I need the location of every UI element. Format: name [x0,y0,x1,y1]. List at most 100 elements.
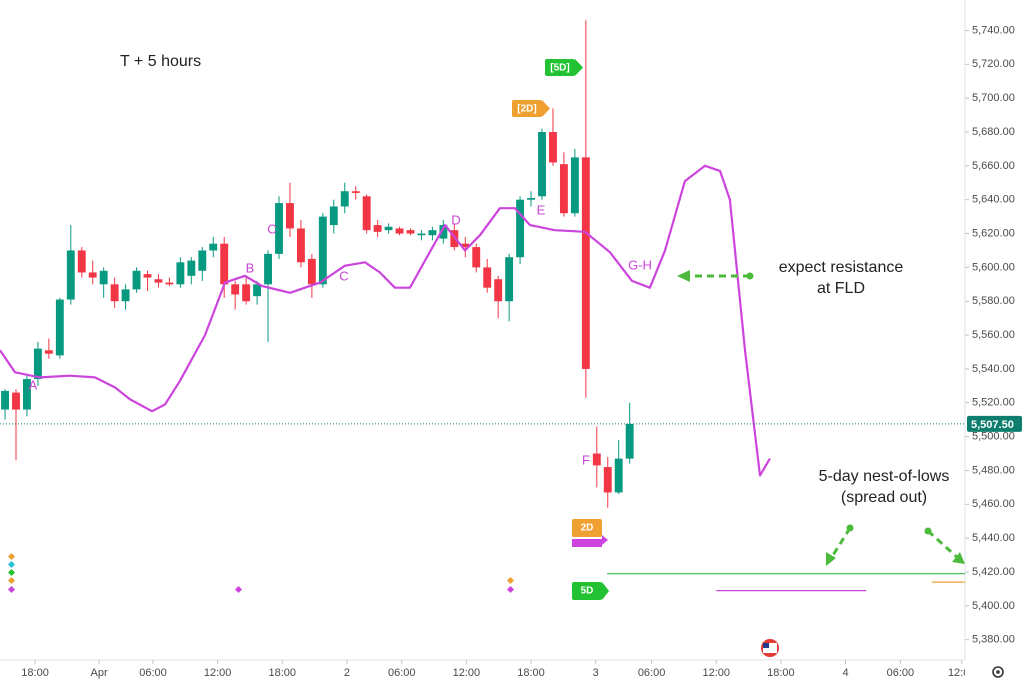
candle-body [527,198,535,200]
cycle-label: F [582,452,590,467]
tag [572,582,602,600]
y-tick-label: 5,720.00 [972,58,1015,70]
candle-body [417,233,426,236]
candle-body [187,260,196,276]
candle-body [165,282,174,285]
annotation: T + 5 hours [120,53,201,70]
candle-body [176,262,185,285]
candle-body [286,203,294,229]
candle-body [559,164,568,214]
candle-body [198,250,207,271]
candle-body [231,284,240,295]
candle-body [362,196,371,231]
candle-body [55,299,64,356]
candle-body [307,258,316,285]
candle-body [220,243,229,285]
x-tick-label: 12:00 [702,667,730,679]
candle-body [77,250,86,273]
candle-body [505,257,514,302]
candle-body [614,458,623,493]
price-axis-bg [965,0,1024,682]
tag [512,100,542,117]
x-tick-label: 06:00 [638,667,666,679]
candle-body [581,157,590,369]
candle-body [12,392,20,410]
candle-body [373,225,382,232]
candle-body [603,467,612,493]
last-price-label: 5,507.50 [971,419,1014,431]
x-tick-label: 06:00 [887,667,915,679]
candle-body [66,250,75,300]
candle-body [88,272,97,278]
candle-body [625,423,634,459]
y-tick-label: 5,400.00 [972,600,1015,612]
candle-body [483,267,492,288]
annotation: expect resistance [779,259,904,276]
fld-line [0,164,771,477]
annotation: at FLD [817,280,865,297]
tag-label: [2D] [517,104,536,115]
candle-body [121,289,130,302]
x-tick-label: 12:00 [204,667,232,679]
candle-body [406,230,415,234]
plot: 18:00 Apr 06:00 12:00 18:00 2 06:00 12:00 18:00 3… [0,20,976,679]
annotation: 5-day nest-of-lows [819,468,950,485]
candle-body [154,279,163,283]
candle-body [1,390,9,410]
candle-body [428,230,437,236]
x-tick-label: 2 [344,667,350,679]
candle-body [296,228,305,263]
tag-bar [572,539,602,547]
y-tick-label: 5,500.00 [972,431,1015,443]
cycle-label: D [451,212,460,227]
y-tick-label: 5,440.00 [972,532,1015,544]
cycle-label: E [537,202,546,217]
axes: 5,380.00 5,400.00 5,420.00 5,440.00 5,460.00… [34,24,1022,664]
candle-body [99,270,108,285]
candle-body [395,228,404,234]
candle-body [329,206,338,226]
arrows [690,274,960,561]
x-tick-label: 12:00 [948,667,976,679]
candle-body [592,453,601,466]
x-tick-label: 18:00 [269,667,297,679]
candle-body [570,157,579,214]
annotation: (spread out) [841,489,927,506]
candle-body [472,247,481,268]
cycle-label: C [339,268,348,283]
candle-body [264,253,272,285]
x-tick-label: 06:00 [388,667,416,679]
cycle-label: A [29,377,38,392]
flag-icon [761,639,779,657]
x-tick-label: Apr [91,667,108,679]
y-tick-label: 5,580.00 [972,295,1015,307]
x-tick-label: 12:00 [453,667,481,679]
cycle-label: C [267,221,276,236]
candle-body [275,203,283,254]
y-tick-label: 5,460.00 [972,498,1015,510]
arrow-heads [677,270,965,566]
y-tick-label: 5,420.00 [972,566,1015,578]
tag-arrow [602,582,609,600]
candle-body [143,274,152,278]
x-tick-label: 18:00 [21,667,49,679]
last-price-box [967,415,1022,432]
y-tick-label: 5,520.00 [972,397,1015,409]
candle-body [538,132,546,197]
tag-label: 2D [581,523,594,534]
y-tick-label: 5,540.00 [972,363,1015,375]
cycle-label: B [246,260,255,275]
candle-body [44,350,53,354]
indicator-dots [7,552,515,594]
x-tick-label: 06:00 [139,667,167,679]
x-tick-label: 3 [593,667,599,679]
candle-body [439,225,448,239]
settings-icon[interactable] [992,666,1004,678]
y-tick-label: 5,480.00 [972,464,1015,476]
tag [572,519,602,537]
candle-body [549,132,557,163]
candle-body [318,216,327,285]
y-tick-label: 5,640.00 [972,194,1015,206]
candle-body [33,348,42,380]
